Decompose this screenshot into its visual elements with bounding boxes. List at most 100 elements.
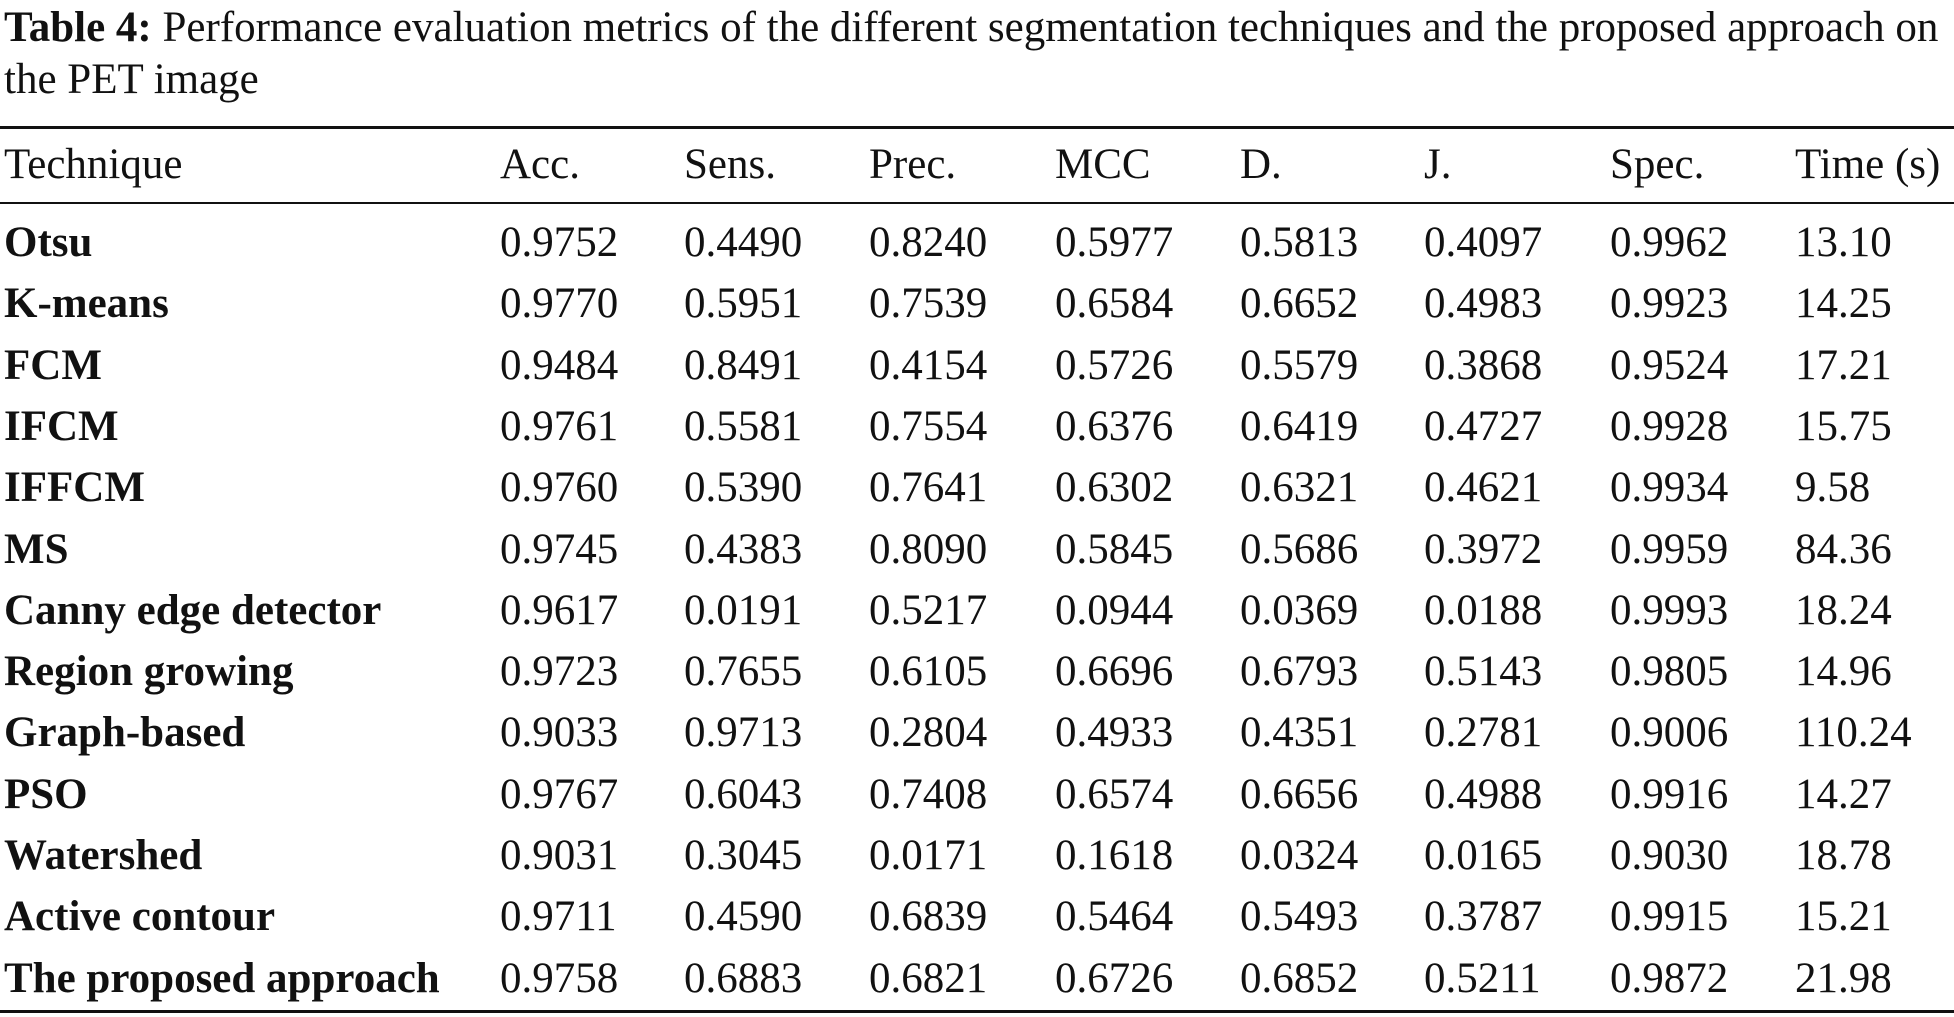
metric-cell: 0.4621	[1424, 464, 1543, 511]
metric-cell: 0.6584	[1055, 280, 1174, 327]
metric-cell: 0.6419	[1240, 403, 1359, 450]
metric-cell: 0.5464	[1055, 893, 1174, 940]
metric-cell: 0.9713	[684, 709, 803, 756]
metric-cell: 18.78	[1795, 832, 1892, 879]
metric-cell: 0.9758	[500, 955, 619, 1002]
metric-cell: 0.5581	[684, 403, 803, 450]
row-technique: MS	[4, 526, 69, 573]
header-accuracy: Acc.	[500, 141, 580, 188]
metric-cell: 0.3972	[1424, 526, 1543, 573]
metric-cell: 0.6574	[1055, 771, 1174, 818]
metric-cell: 0.9923	[1610, 280, 1729, 327]
metric-cell: 0.0944	[1055, 587, 1174, 634]
metric-cell: 0.5813	[1240, 219, 1359, 266]
metric-cell: 0.6852	[1240, 955, 1359, 1002]
header-jaccard: J.	[1424, 141, 1452, 188]
row-technique: K-means	[4, 280, 169, 327]
metric-cell: 0.5579	[1240, 342, 1359, 389]
metric-cell: 0.6321	[1240, 464, 1359, 511]
metric-cell: 0.7539	[869, 280, 988, 327]
header-specificity: Spec.	[1610, 141, 1705, 188]
metric-cell: 0.6839	[869, 893, 988, 940]
header-precision: Prec.	[869, 141, 957, 188]
metric-cell: 0.4351	[1240, 709, 1359, 756]
metric-cell: 21.98	[1795, 955, 1892, 1002]
metric-cell: 0.6883	[684, 955, 803, 1002]
header-sensitivity: Sens.	[684, 141, 776, 188]
metric-cell: 0.9761	[500, 403, 619, 450]
metric-cell: 0.5211	[1424, 955, 1541, 1002]
metric-cell: 0.0191	[684, 587, 803, 634]
metric-cell: 0.7641	[869, 464, 988, 511]
header-dice: D.	[1240, 141, 1282, 188]
metric-cell: 17.21	[1795, 342, 1892, 389]
metric-cell: 0.9711	[500, 893, 617, 940]
metric-cell: 0.9006	[1610, 709, 1729, 756]
metric-cell: 0.9031	[500, 832, 619, 879]
metric-cell: 0.5390	[684, 464, 803, 511]
metric-cell: 0.4933	[1055, 709, 1174, 756]
table-top-rule	[0, 126, 1954, 129]
metric-cell: 0.6656	[1240, 771, 1359, 818]
metric-cell: 0.9760	[500, 464, 619, 511]
metric-cell: 0.5217	[869, 587, 988, 634]
metric-cell: 0.9524	[1610, 342, 1729, 389]
header-mcc: MCC	[1055, 141, 1151, 188]
metric-cell: 0.4154	[869, 342, 988, 389]
metric-cell: 0.6652	[1240, 280, 1359, 327]
metric-cell: 9.58	[1795, 464, 1871, 511]
metric-cell: 0.0165	[1424, 832, 1543, 879]
metric-cell: 0.9962	[1610, 219, 1729, 266]
metric-cell: 14.96	[1795, 648, 1892, 695]
metric-cell: 0.9934	[1610, 464, 1729, 511]
metric-cell: 0.9805	[1610, 648, 1729, 695]
metric-cell: 0.4383	[684, 526, 803, 573]
row-technique: PSO	[4, 771, 88, 818]
row-technique: The proposed approach	[4, 955, 440, 1002]
metric-cell: 0.0369	[1240, 587, 1359, 634]
metric-cell: 110.24	[1795, 709, 1912, 756]
metric-cell: 0.4727	[1424, 403, 1543, 450]
metric-cell: 0.5686	[1240, 526, 1359, 573]
table-header-rule	[0, 202, 1954, 204]
metric-cell: 0.6821	[869, 955, 988, 1002]
metric-cell: 0.4988	[1424, 771, 1543, 818]
metric-cell: 0.0324	[1240, 832, 1359, 879]
row-technique: IFCM	[4, 403, 119, 450]
metric-cell: 0.9745	[500, 526, 619, 573]
row-technique: Otsu	[4, 219, 93, 266]
metric-cell: 0.8491	[684, 342, 803, 389]
row-technique: Canny edge detector	[4, 587, 382, 634]
header-time: Time (s)	[1795, 141, 1941, 188]
row-technique: FCM	[4, 342, 102, 389]
table-caption-label: Table 4:	[4, 4, 152, 51]
metric-cell: 0.4097	[1424, 219, 1543, 266]
metric-cell: 0.0171	[869, 832, 988, 879]
metric-cell: 0.9872	[1610, 955, 1729, 1002]
metric-cell: 0.8240	[869, 219, 988, 266]
metric-cell: 0.4590	[684, 893, 803, 940]
metric-cell: 0.2804	[869, 709, 988, 756]
metric-cell: 14.27	[1795, 771, 1892, 818]
metric-cell: 15.75	[1795, 403, 1892, 450]
metric-cell: 13.10	[1795, 219, 1892, 266]
metric-cell: 0.6726	[1055, 955, 1174, 1002]
table-caption-text: Performance evaluation metrics of the di…	[4, 4, 1939, 103]
metric-cell: 0.0188	[1424, 587, 1543, 634]
metric-cell: 0.9959	[1610, 526, 1729, 573]
metric-cell: 0.7408	[869, 771, 988, 818]
metric-cell: 0.1618	[1055, 832, 1174, 879]
metric-cell: 0.5951	[684, 280, 803, 327]
metric-cell: 0.5493	[1240, 893, 1359, 940]
metric-cell: 0.9928	[1610, 403, 1729, 450]
metric-cell: 84.36	[1795, 526, 1892, 573]
metric-cell: 0.9916	[1610, 771, 1729, 818]
metric-cell: 0.3787	[1424, 893, 1543, 940]
metric-cell: 0.3868	[1424, 342, 1543, 389]
metric-cell: 0.7554	[869, 403, 988, 450]
row-technique: Region growing	[4, 648, 294, 695]
metric-cell: 0.9723	[500, 648, 619, 695]
metric-cell: 0.6105	[869, 648, 988, 695]
metric-cell: 0.6043	[684, 771, 803, 818]
metric-cell: 18.24	[1795, 587, 1892, 634]
